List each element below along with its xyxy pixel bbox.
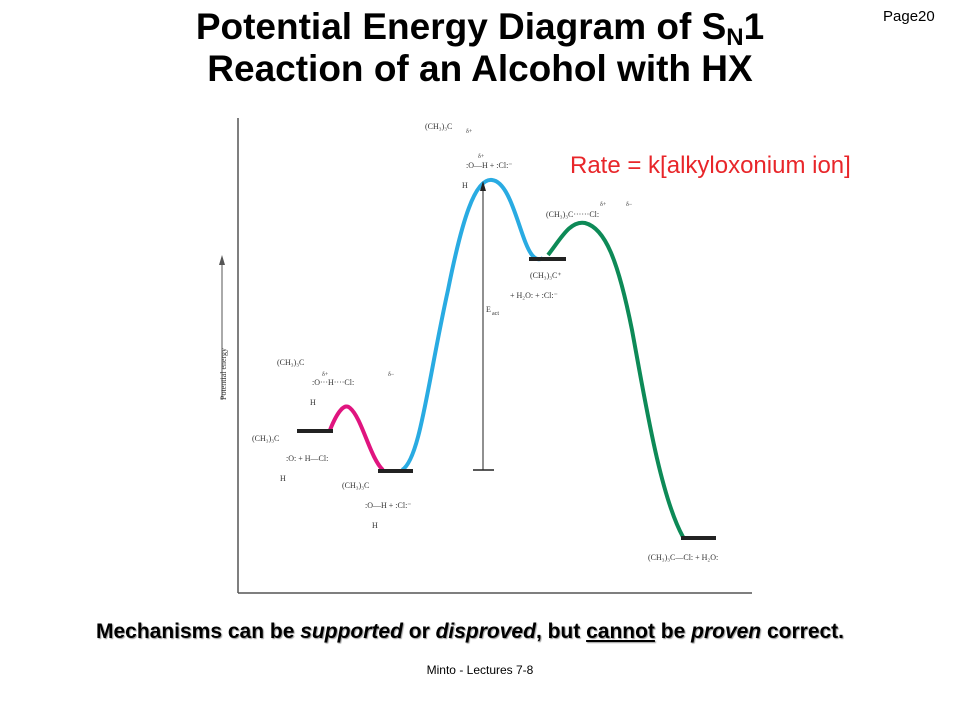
word-disproved: disproved (435, 620, 536, 643)
word-supported: supported (300, 620, 403, 643)
eact-subscript: act (492, 311, 499, 317)
ts2-line2: :O—H + :Cl:⁻ (466, 161, 513, 170)
step1-curve (328, 404, 385, 472)
ts1-structure: (CH₃)₃C δ+ :O···H····Cl: δ− H (277, 358, 395, 407)
page-number-value: 20 (918, 8, 935, 25)
slide-title: Potential Energy Diagram of SN1 Reaction… (60, 6, 900, 90)
ts1-delta-plus: δ+ (322, 372, 329, 378)
title-line2: Reaction of an Alcohol with HX (207, 48, 753, 89)
ts2-line1: (CH₃)₃C (425, 122, 452, 131)
eact-arrowhead (480, 181, 486, 191)
ts1-line3: H (310, 398, 316, 407)
reactant-line1: (CH₃)₃C (252, 434, 279, 443)
int1-line3: H (372, 521, 378, 530)
int1-line2: :O—H + :Cl:⁻ (365, 501, 412, 510)
ts3-line1: (CH₃)₃C······Cl: (546, 210, 599, 219)
ts2-structure: (CH₃)₃C δ+ δ+ :O—H + :Cl:⁻ H (425, 122, 513, 190)
rate-law: Rate = k[alkyloxonium ion] (570, 152, 851, 179)
product-line1: (CH₃)₃C—Cl: + H₂O: (648, 553, 718, 562)
int1-structure: (CH₃)₃C :O—H + :Cl:⁻ H (342, 481, 412, 530)
ts1-delta-minus: δ− (388, 372, 395, 378)
int1-line1: (CH₃)₃C (342, 481, 369, 490)
ts1-line2: :O···H····Cl: (312, 378, 354, 387)
int2-structure: (CH₃)₃C⁺ + H₂O: + :Cl:⁻ (510, 271, 562, 300)
title-subscript: N (726, 24, 744, 51)
page-label: Page (883, 8, 919, 25)
reactant-line2: :O: + H—Cl: (286, 454, 328, 463)
title-line1-end: 1 (743, 6, 765, 47)
ts3-structure: δ+ δ− (CH₃)₃C······Cl: (546, 202, 633, 219)
page-number: Page20 (883, 8, 935, 25)
slide-credit: Minto - Lectures 7-8 (426, 663, 534, 677)
step3-curve (546, 220, 685, 538)
y-axis-label: Potential energy (219, 348, 228, 400)
ts2-line3: H (462, 181, 468, 190)
reactant-structure: (CH₃)₃C :O: + H—Cl: H (252, 434, 328, 483)
product-structure: (CH₃)₃C—Cl: + H₂O: (648, 553, 718, 562)
ts3-delta-minus: δ− (626, 202, 633, 208)
word-cannot: cannot (586, 620, 655, 643)
reactant-line3: H (280, 474, 286, 483)
int2-line2: + H₂O: + :Cl:⁻ (510, 291, 558, 300)
word-proven: proven (691, 620, 762, 643)
footer-statement: Mechanisms can be supported or disproved… (95, 620, 845, 643)
title-line1: Potential Energy Diagram of S (195, 6, 727, 47)
int2-line1: (CH₃)₃C⁺ (530, 271, 562, 280)
eact-label: E (486, 305, 491, 314)
step2-curve (400, 178, 545, 472)
ts1-line1: (CH₃)₃C (277, 358, 304, 367)
ts2-delta-plus-c: δ+ (466, 129, 473, 135)
ts2-delta-plus-o: δ+ (478, 154, 485, 160)
ts3-delta-plus: δ+ (600, 202, 607, 208)
y-axis-arrowhead (219, 255, 225, 265)
